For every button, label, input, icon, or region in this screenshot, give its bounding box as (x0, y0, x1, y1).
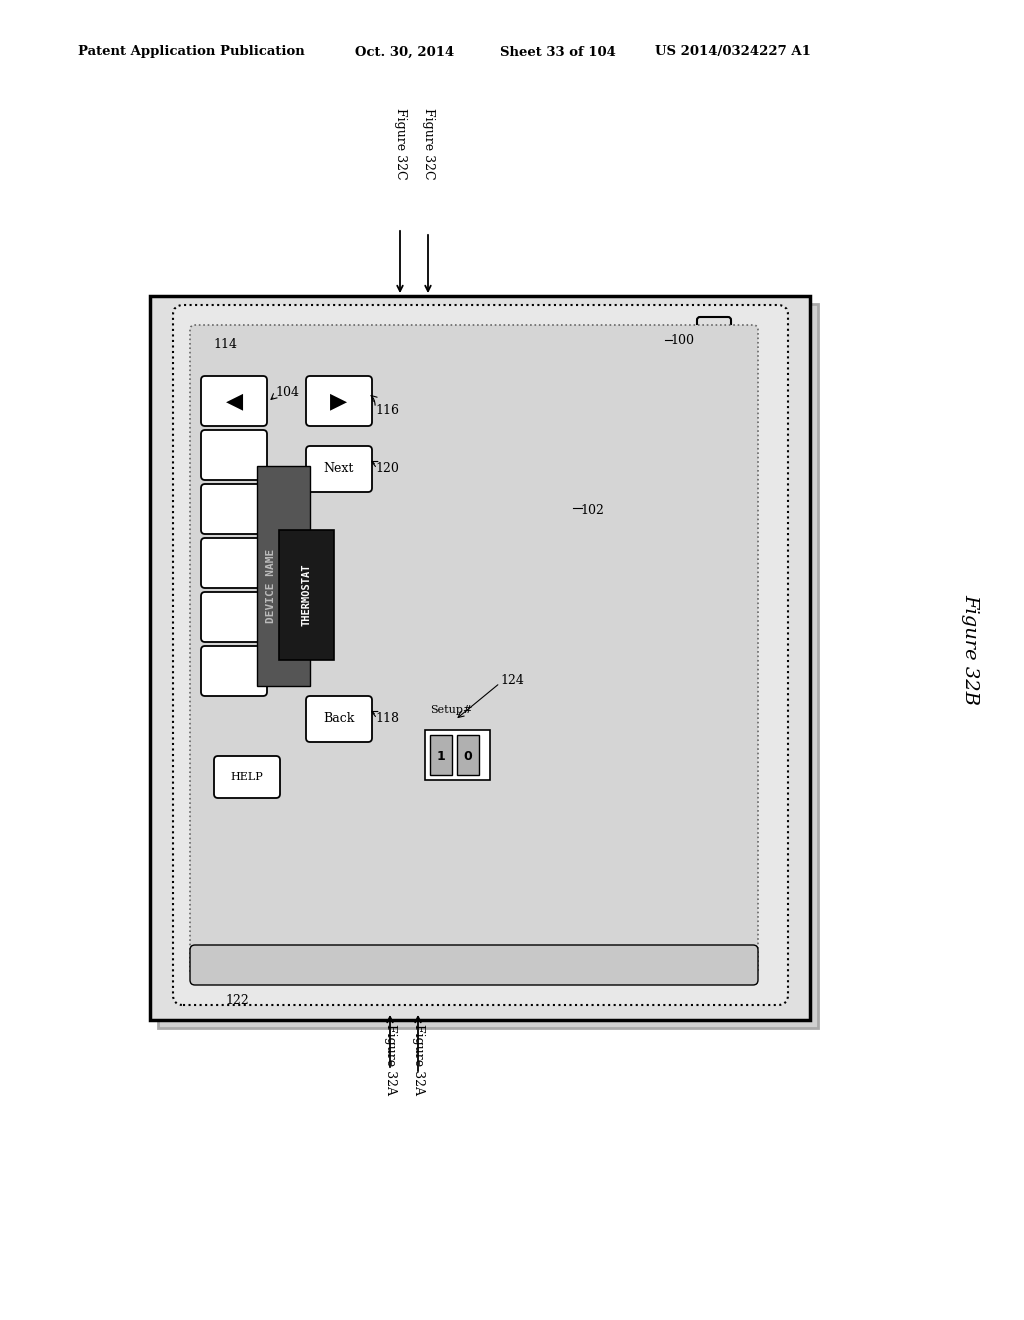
FancyBboxPatch shape (697, 317, 731, 403)
Text: Sheet 33 of 104: Sheet 33 of 104 (500, 45, 615, 58)
FancyBboxPatch shape (150, 296, 810, 1020)
Text: Figure 32A: Figure 32A (412, 1024, 425, 1096)
Text: Figure 32B: Figure 32B (961, 594, 979, 705)
Text: Oct. 30, 2014: Oct. 30, 2014 (355, 45, 455, 58)
Text: Figure 32C: Figure 32C (422, 108, 434, 180)
Text: Back: Back (324, 713, 354, 726)
Text: ◀: ◀ (225, 391, 243, 411)
Text: Figure 32A: Figure 32A (384, 1024, 396, 1096)
Text: THERMOSTAT: THERMOSTAT (301, 564, 311, 626)
FancyBboxPatch shape (201, 645, 267, 696)
FancyBboxPatch shape (201, 591, 267, 642)
Bar (425, 730, 490, 780)
Text: HELP: HELP (230, 772, 263, 781)
FancyBboxPatch shape (201, 539, 267, 587)
FancyBboxPatch shape (190, 325, 758, 975)
FancyBboxPatch shape (158, 304, 818, 1028)
FancyBboxPatch shape (201, 430, 267, 480)
FancyBboxPatch shape (306, 446, 372, 492)
Text: 1: 1 (436, 751, 445, 763)
Bar (430, 735, 452, 775)
FancyBboxPatch shape (173, 305, 788, 1005)
Bar (257, 466, 310, 686)
Text: DEVICE NAME: DEVICE NAME (266, 549, 276, 623)
Text: 114: 114 (213, 338, 237, 351)
Text: 102: 102 (580, 503, 604, 516)
Text: 118: 118 (375, 711, 399, 725)
Text: 116: 116 (375, 404, 399, 417)
Text: 120: 120 (375, 462, 399, 474)
Text: Figure 32C: Figure 32C (393, 108, 407, 180)
Text: ▶: ▶ (331, 391, 347, 411)
Text: Next: Next (324, 462, 354, 475)
Text: 124: 124 (500, 673, 524, 686)
Bar (457, 735, 479, 775)
FancyBboxPatch shape (190, 945, 758, 985)
FancyBboxPatch shape (201, 484, 267, 535)
Text: 104: 104 (275, 387, 299, 400)
FancyBboxPatch shape (214, 756, 280, 799)
Text: 122: 122 (225, 994, 249, 1006)
FancyBboxPatch shape (306, 696, 372, 742)
FancyBboxPatch shape (201, 376, 267, 426)
FancyBboxPatch shape (306, 376, 372, 426)
Text: 100: 100 (670, 334, 694, 346)
Text: 0: 0 (464, 751, 472, 763)
Text: US 2014/0324227 A1: US 2014/0324227 A1 (655, 45, 811, 58)
Text: Patent Application Publication: Patent Application Publication (78, 45, 305, 58)
Bar (279, 531, 334, 660)
Text: Setup#: Setup# (430, 705, 472, 715)
